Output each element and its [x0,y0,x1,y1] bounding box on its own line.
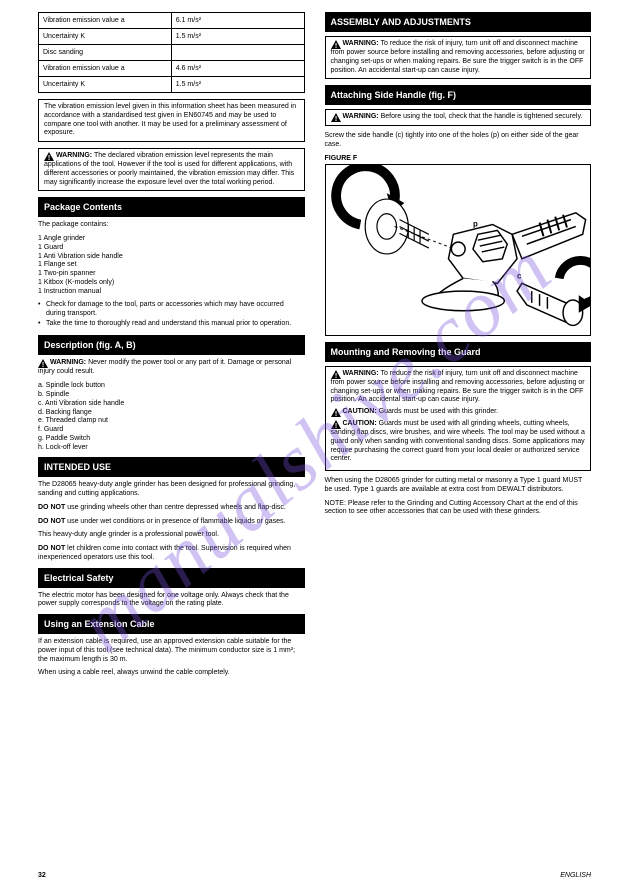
right-column: ASSEMBLY AND ADJUSTMENTS ! WARNING: To r… [325,12,592,683]
warning-icon: ! [44,152,54,161]
section-header-package: Package Contents [38,197,305,217]
svg-text:p: p [472,219,477,228]
use-text: The D28065 heavy-duty angle grinder has … [38,481,305,499]
grinder-diagram: p c [326,165,591,335]
section-header-assembly: ASSEMBLY AND ADJUSTMENTS [325,12,592,32]
list-item: a. Spindle lock button [38,382,305,391]
package-lead: The package contains: [38,221,305,230]
section-header-handle: Attaching Side Handle (fig. F) [325,85,592,105]
package-list: 1 Angle grinder 1 Guard 1 Anti Vibration… [38,235,305,296]
caution-label: CAUTION: [342,408,376,415]
warning-label: WARNING: [342,370,378,377]
use-text2: This heavy-duty angle grinder is a profe… [38,531,305,540]
assembly-warning: ! WARNING: To reduce the risk of injury,… [325,36,592,79]
section-header-ext: Using an Extension Cable [38,614,305,634]
list-item: 1 Kitbox (K-models only) [38,279,305,288]
warning-icon: ! [331,408,341,417]
info-text: The vibration emission level given in th… [44,103,296,136]
elec-text: The electric motor has been designed for… [38,592,305,610]
table-row: Uncertainty K1.5 m/s² [39,29,305,45]
warning-label: WARNING: [342,40,378,47]
list-item: g. Paddle Switch [38,435,305,444]
ext-text: If an extension cable is required, use a… [38,638,305,664]
table-row: Disc sanding [39,45,305,61]
content-columns: Vibration emission value a6.1 m/s² Uncer… [38,12,591,683]
ext-text2: When using a cable reel, always unwind t… [38,669,305,678]
list-item: 1 Anti Vibration side handle [38,253,305,262]
warning-text: Before using the tool, check that the ha… [381,113,583,120]
warning-text: Guards must be used with this grinder. [379,408,498,415]
warning-block: ! WARNING: To reduce the risk of injury,… [331,370,586,405]
list-item: c. Anti Vibration side handle [38,400,305,409]
desc-items: a. Spindle lock button b. Spindle c. Ant… [38,382,305,452]
list-item: 1 Flange set [38,261,305,270]
package-notes: Check for damage to the tool, parts or a… [38,301,305,328]
table-row: Vibration emission value a4.6 m/s² [39,61,305,77]
section-header-description: Description (fig. A, B) [38,335,305,355]
spec-table: Vibration emission value a6.1 m/s² Uncer… [38,12,305,93]
warning-icon: ! [331,113,341,122]
warning-block: ! CAUTION: Guards must be used with this… [331,408,586,417]
info-box-1: The vibration emission level given in th… [38,99,305,142]
svg-text:!: ! [334,411,336,417]
svg-text:!: ! [334,116,336,122]
use-donot2: DO NOT use under wet conditions or in pr… [38,518,305,527]
warning-icon: ! [331,370,341,379]
section-header-use: INTENDED USE [38,457,305,477]
warning-block: ! CAUTION: Guards must be used with all … [331,420,586,464]
warning-label: WARNING: [56,152,92,159]
list-item: 1 Angle grinder [38,235,305,244]
list-item: Take the time to thoroughly read and und… [38,320,305,329]
list-item: Check for damage to the tool, parts or a… [38,301,305,319]
guard-tail-2: NOTE: Please refer to the Grinding and C… [325,500,592,518]
caution-label: CAUTION: [342,420,376,427]
list-item: h. Lock-off lever [38,444,305,453]
table-row: Uncertainty K1.5 m/s² [39,77,305,93]
list-item: 1 Guard [38,244,305,253]
section-header-guard: Mounting and Removing the Guard [325,342,592,362]
handle-warning: ! WARNING: Before using the tool, check … [325,109,592,126]
warning-label: WARNING: [50,359,86,366]
desc-warning: ! WARNING: Never modify the power tool o… [38,359,305,377]
list-item: e. Threaded clamp nut [38,417,305,426]
figure-f-illustration: p c [325,164,592,336]
warning-icon: ! [331,420,341,429]
list-item: 1 Two-pin spanner [38,270,305,279]
list-item: f. Guard [38,426,305,435]
section-header-elec: Electrical Safety [38,568,305,588]
figure-label: FIGURE F [325,155,592,162]
warning-icon: ! [331,40,341,49]
table-row: Vibration emission value a6.1 m/s² [39,13,305,29]
warning-icon: ! [38,359,48,368]
page-language: ENGLISH [560,872,591,879]
info-box-2: ! WARNING: The declared vibration emissi… [38,148,305,191]
handle-text: Screw the side handle (c) tightly into o… [325,132,592,150]
list-item: 1 Instruction manual [38,288,305,297]
list-item: b. Spindle [38,391,305,400]
left-column: Vibration emission value a6.1 m/s² Uncer… [38,12,305,683]
svg-text:c: c [517,271,522,280]
use-donot1: DO NOT DO NOT use grinding wheels other … [38,504,305,513]
warning-label: WARNING: [342,113,378,120]
use-donot3: DO NOT let children come into contact wi… [38,545,305,563]
guard-tail-1: When using the D28065 grinder for cuttin… [325,477,592,495]
list-item: d. Backing flange [38,409,305,418]
page-number: 32 [38,872,46,879]
guard-warnings: ! WARNING: To reduce the risk of injury,… [325,366,592,471]
page-footer: 32 ENGLISH [38,872,591,879]
